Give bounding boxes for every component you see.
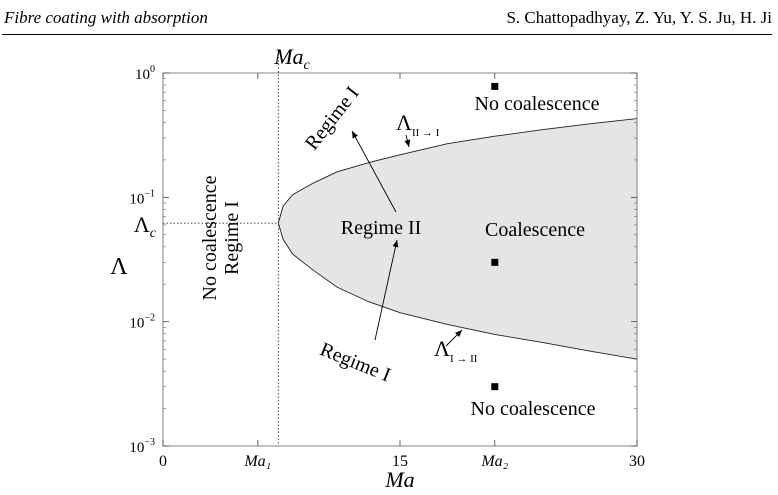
axis-ticks: 0 Ma₁ 15 Ma₂ 30 10−3 10−2 10−1 100: [129, 64, 645, 470]
upper-boundary-label: ΛII → I: [396, 110, 440, 139]
y-tick-label: 10−1: [129, 188, 155, 207]
x-tick-label: Ma₂: [480, 453, 508, 470]
running-header-title: Fibre coating with absorption: [4, 8, 208, 27]
x-tick-label: Ma₁: [243, 453, 271, 470]
arrow-lower-boundary-label: [445, 329, 463, 347]
annotation-no-coalescence-bottom: No coalescence: [471, 398, 596, 420]
x-tick-label: 30: [629, 453, 645, 470]
annotation-regime-i-top: Regime I: [301, 82, 364, 154]
sample-point: [491, 82, 499, 90]
y-tick-label: 10−2: [129, 313, 155, 332]
arrow-upper-boundary-label: [404, 134, 411, 148]
lambda-c-label: Λc: [134, 212, 157, 241]
lower-boundary-label: ΛI → II: [434, 336, 478, 365]
annotation-regime-i-bottom: Regime I: [317, 338, 394, 386]
ma-c-label: Mac: [273, 44, 310, 73]
coalescence-region: [278, 118, 637, 360]
annotation-regime-ii: Regime II: [341, 217, 422, 239]
annotation-regime-i-left: Regime I: [221, 201, 243, 275]
y-tick-label: 100: [135, 64, 155, 83]
lower-boundary-curve: [277, 223, 638, 360]
running-header-authors: S. Chattopadhyay, Z. Yu, Y. S. Ju, H. Ji: [506, 8, 772, 27]
annotation-no-coalescence-top: No coalescence: [475, 93, 600, 115]
x-tick-label: 0: [159, 453, 167, 470]
x-tick-label: 15: [392, 453, 408, 470]
upper-boundary-curve: [277, 118, 638, 224]
y-axis-title: Λ: [110, 254, 128, 280]
annotation-coalescence: Coalescence: [485, 219, 585, 241]
sample-point: [491, 383, 499, 391]
sample-points: [491, 82, 499, 391]
sample-point: [491, 258, 499, 266]
arrow-to-regime-i-top: [351, 130, 397, 213]
x-axis-title: Ma: [384, 467, 414, 492]
y-tick-label: 10−3: [129, 437, 155, 456]
annotation-no-coalescence-left: No coalescence: [199, 175, 221, 300]
arrow-to-regime-ii-from-bottom: [374, 239, 399, 341]
header-rule: [2, 34, 772, 35]
